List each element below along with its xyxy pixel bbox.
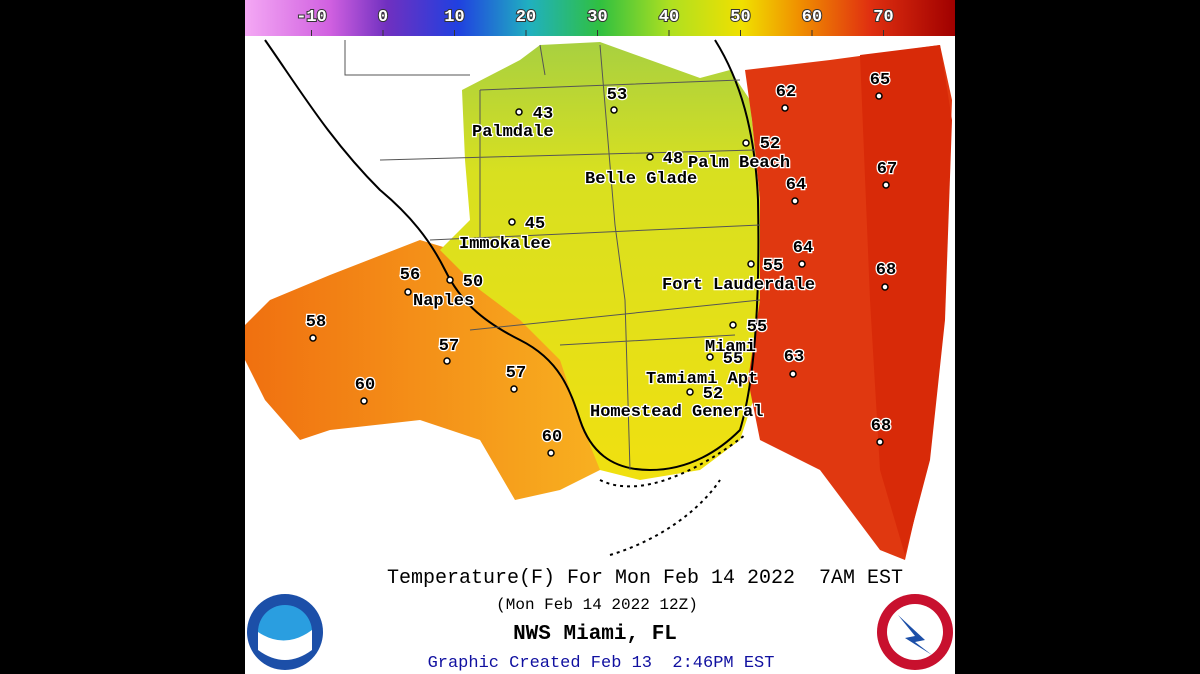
color-tick-label: 30 — [587, 8, 607, 27]
place-label: Tamiami Apt — [646, 370, 758, 389]
color-tick-label: 0 — [378, 8, 388, 27]
station-dot — [747, 260, 755, 268]
station-temp: 57 — [439, 337, 459, 356]
place-label: Miami — [705, 338, 756, 357]
station-dot — [443, 357, 451, 365]
station-dot — [646, 153, 654, 161]
station-dot — [547, 449, 555, 457]
noaa-logo — [247, 594, 323, 670]
station-temp: 62 — [776, 83, 796, 102]
station-dot — [875, 92, 883, 100]
station-temp: 60 — [542, 428, 562, 447]
station-dot — [515, 108, 523, 116]
station-temp: 48 — [663, 150, 683, 169]
color-tick-label: -10 — [296, 8, 327, 27]
chart-title: Temperature(F) For Mon Feb 14 2022 7AM E… — [387, 567, 903, 590]
place-label: Palmdale — [472, 123, 554, 142]
station-temp: 50 — [463, 273, 483, 292]
south-coast — [599, 434, 746, 556]
station-dot — [508, 218, 516, 226]
station-dot — [789, 370, 797, 378]
station-temp: 67 — [877, 160, 897, 179]
station-temp: 64 — [793, 239, 813, 258]
station-temp: 53 — [607, 86, 627, 105]
station-temp: 63 — [784, 348, 804, 367]
station-temp: 65 — [870, 71, 890, 90]
station-temp: 43 — [533, 105, 553, 124]
station-dot — [360, 397, 368, 405]
station-temp: 60 — [355, 376, 375, 395]
subtitle: (Mon Feb 14 2022 12Z) — [496, 596, 698, 614]
coastline — [264, 39, 760, 472]
station-dot — [791, 197, 799, 205]
station-temp: 64 — [786, 176, 806, 195]
station-dot — [781, 104, 789, 112]
office: NWS Miami, FL — [513, 623, 677, 646]
place-label: Belle Glade — [585, 170, 697, 189]
station-dot — [798, 260, 806, 268]
station-dot — [686, 388, 694, 396]
station-temp: 55 — [747, 318, 767, 337]
color-tick-label: 60 — [802, 8, 822, 27]
station-temp: 52 — [703, 385, 723, 404]
station-temp: 55 — [723, 350, 743, 369]
station-temp: 55 — [763, 257, 783, 276]
gulf-field — [245, 240, 600, 500]
station-dot — [729, 321, 737, 329]
station-dot — [446, 276, 454, 284]
color-tick-label: 50 — [730, 8, 750, 27]
station-dot — [510, 385, 518, 393]
place-label: Naples — [413, 292, 474, 311]
color-tick-label: 20 — [516, 8, 536, 27]
place-label: Homestead General — [590, 403, 763, 422]
station-dot — [881, 283, 889, 291]
station-temp: 68 — [876, 261, 896, 280]
station-dot — [309, 334, 317, 342]
color-tick-label: 40 — [659, 8, 679, 27]
station-temp: 68 — [871, 417, 891, 436]
nws-logo — [877, 594, 953, 670]
station-dot — [882, 181, 890, 189]
station-dot — [610, 106, 618, 114]
station-temp: 58 — [306, 313, 326, 332]
station-dot — [404, 288, 412, 296]
place-label: Fort Lauderdale — [662, 276, 815, 295]
created: Graphic Created Feb 13 2:46PM EST — [428, 654, 775, 673]
station-dot — [706, 353, 714, 361]
station-temp: 52 — [760, 135, 780, 154]
station-dot — [876, 438, 884, 446]
station-temp: 45 — [525, 215, 545, 234]
place-label: Palm Beach — [688, 154, 790, 173]
station-dot — [742, 139, 750, 147]
county-lines — [344, 40, 761, 471]
color-tick-label: 10 — [444, 8, 464, 27]
color-tick-label: 70 — [873, 8, 893, 27]
color-bar — [245, 0, 955, 36]
place-label: Immokalee — [459, 235, 551, 254]
station-temp: 57 — [506, 364, 526, 383]
station-temp: 56 — [400, 266, 420, 285]
atlantic-field-east — [860, 45, 952, 555]
